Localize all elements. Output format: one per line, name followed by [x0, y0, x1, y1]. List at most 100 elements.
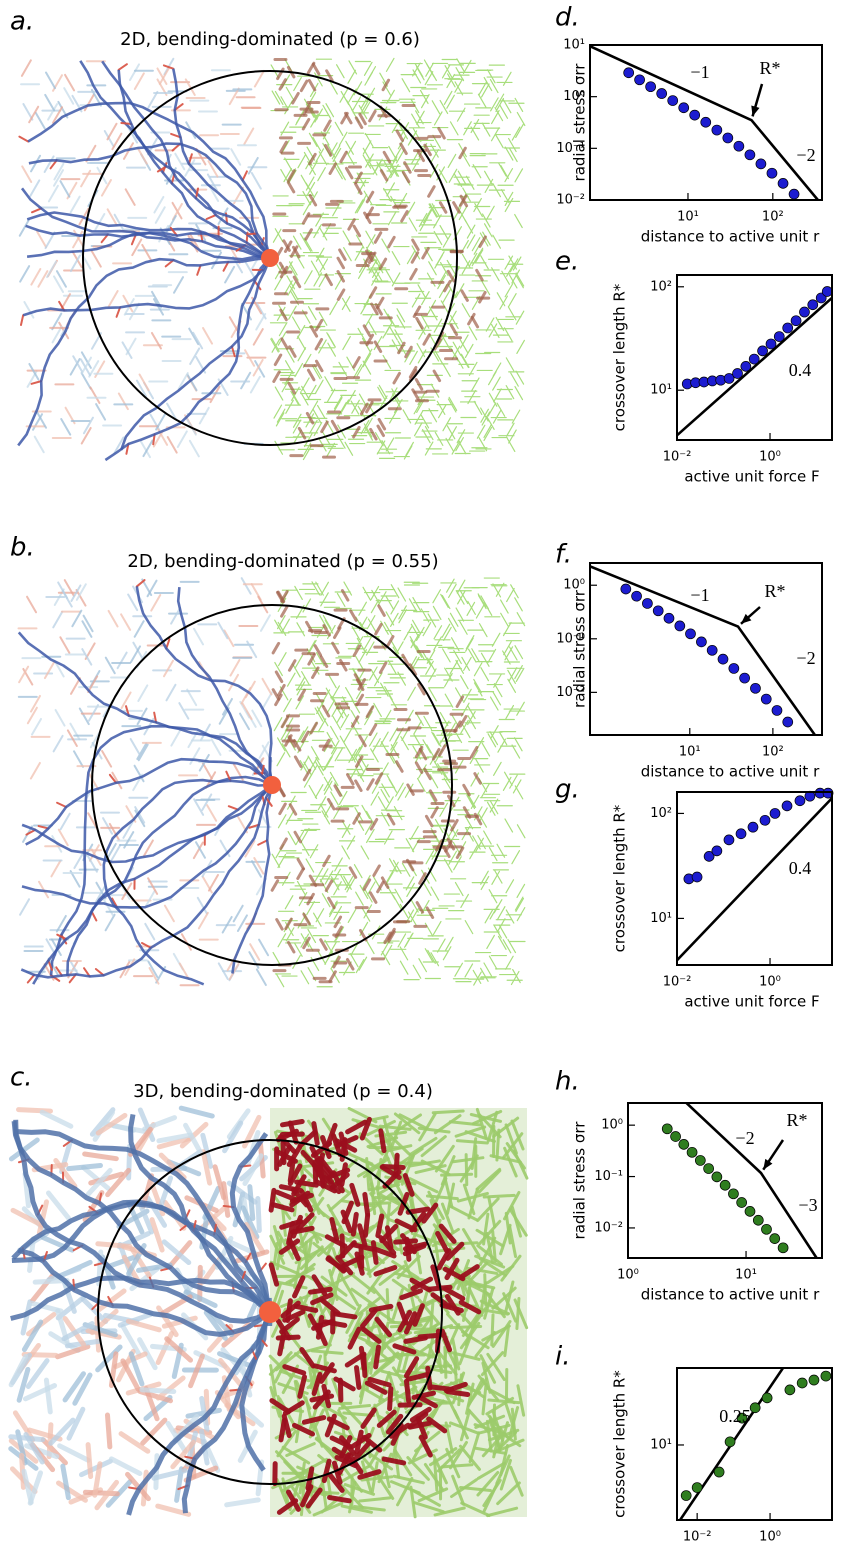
network-edge [272, 370, 281, 383]
network-edge [92, 1461, 103, 1498]
network-edge [403, 1356, 420, 1379]
network-edge [296, 857, 306, 871]
network-edge [272, 228, 282, 243]
network-edge [314, 1179, 338, 1194]
network-edge [424, 948, 434, 963]
network-edge [339, 658, 348, 672]
network-edge [297, 335, 306, 350]
network-edge [296, 676, 306, 692]
network-edge [386, 774, 396, 789]
data-point [752, 1214, 764, 1226]
network-edge [455, 607, 465, 622]
network-edge [388, 145, 397, 161]
network-edge [300, 933, 310, 948]
network-edge [293, 1303, 319, 1313]
network-edge [505, 385, 515, 400]
force-chain [17, 1129, 273, 1314]
arrow-head [740, 613, 752, 624]
network-edge [360, 845, 370, 860]
network-edge [291, 91, 300, 105]
network-edge [299, 233, 309, 248]
network-edge [271, 90, 281, 105]
network-edge [120, 691, 132, 710]
network-edge [176, 430, 188, 448]
network-edge [340, 399, 350, 414]
network-edge [409, 1136, 438, 1156]
network-edge [489, 905, 499, 920]
network-edge [353, 864, 363, 879]
network-edge [390, 1422, 404, 1446]
network-edge [484, 909, 494, 924]
network-edge [105, 842, 117, 861]
network-image [17, 577, 526, 988]
network-edge [89, 386, 101, 405]
network-edge [333, 784, 342, 797]
network-edge [454, 881, 464, 897]
data-point [667, 95, 679, 106]
network-edge [423, 143, 432, 157]
network-edge [232, 904, 244, 923]
data-point [781, 800, 793, 812]
force-chain [17, 256, 271, 447]
network-edge [373, 1265, 398, 1277]
network-edge [364, 888, 373, 903]
network-edge [510, 584, 519, 599]
network-edge [64, 73, 76, 92]
network-edge [294, 362, 304, 378]
network-edge [362, 1212, 371, 1238]
network-edge [385, 57, 395, 72]
network-edge [460, 353, 469, 369]
network-edge [312, 365, 321, 380]
network-edge [483, 830, 492, 845]
network-edge [36, 411, 48, 429]
network-edge [248, 823, 260, 829]
force-chain [11, 1120, 272, 1314]
network-edge [287, 1163, 303, 1187]
network-edge [484, 178, 494, 193]
network-edge [427, 949, 436, 964]
network-edge [364, 1380, 388, 1395]
network-edge [398, 1113, 429, 1131]
network-edge [511, 269, 521, 284]
network-edge [360, 100, 369, 115]
network-edge [306, 900, 315, 916]
network-edge [129, 63, 141, 81]
network-edge [391, 272, 401, 287]
network-edge [471, 648, 480, 663]
network-edge [355, 655, 364, 671]
network-edge [188, 1353, 205, 1389]
network-edge [297, 347, 307, 362]
network-edge [269, 1364, 278, 1397]
network-edge [47, 184, 59, 203]
network-edge [345, 150, 355, 166]
network-edge [395, 1221, 404, 1255]
network-edge [478, 623, 488, 638]
data-point [736, 1197, 748, 1208]
network-edge [188, 439, 200, 458]
network-edge [287, 169, 296, 182]
network-edge [327, 1495, 352, 1504]
network-edge [470, 126, 480, 141]
network-edge [431, 100, 441, 115]
network-edge [383, 187, 392, 203]
network-edge [392, 371, 402, 385]
network-edge [455, 67, 465, 82]
network-edge [367, 618, 377, 633]
network-edge [411, 837, 421, 852]
network-edge [465, 637, 474, 652]
data-point [807, 299, 819, 311]
network-edge [380, 876, 390, 889]
network-edge [355, 234, 365, 249]
network-edge [152, 433, 156, 446]
network-edge [301, 212, 311, 225]
network-edge [369, 666, 378, 681]
network-edge [325, 1122, 338, 1147]
network-edge [53, 169, 65, 187]
network-edge [408, 365, 418, 379]
network-edge [456, 429, 466, 444]
network-edge [343, 581, 353, 596]
annotation: 0.4 [789, 360, 812, 380]
network-edge [362, 1245, 372, 1278]
network-edge [516, 883, 526, 899]
